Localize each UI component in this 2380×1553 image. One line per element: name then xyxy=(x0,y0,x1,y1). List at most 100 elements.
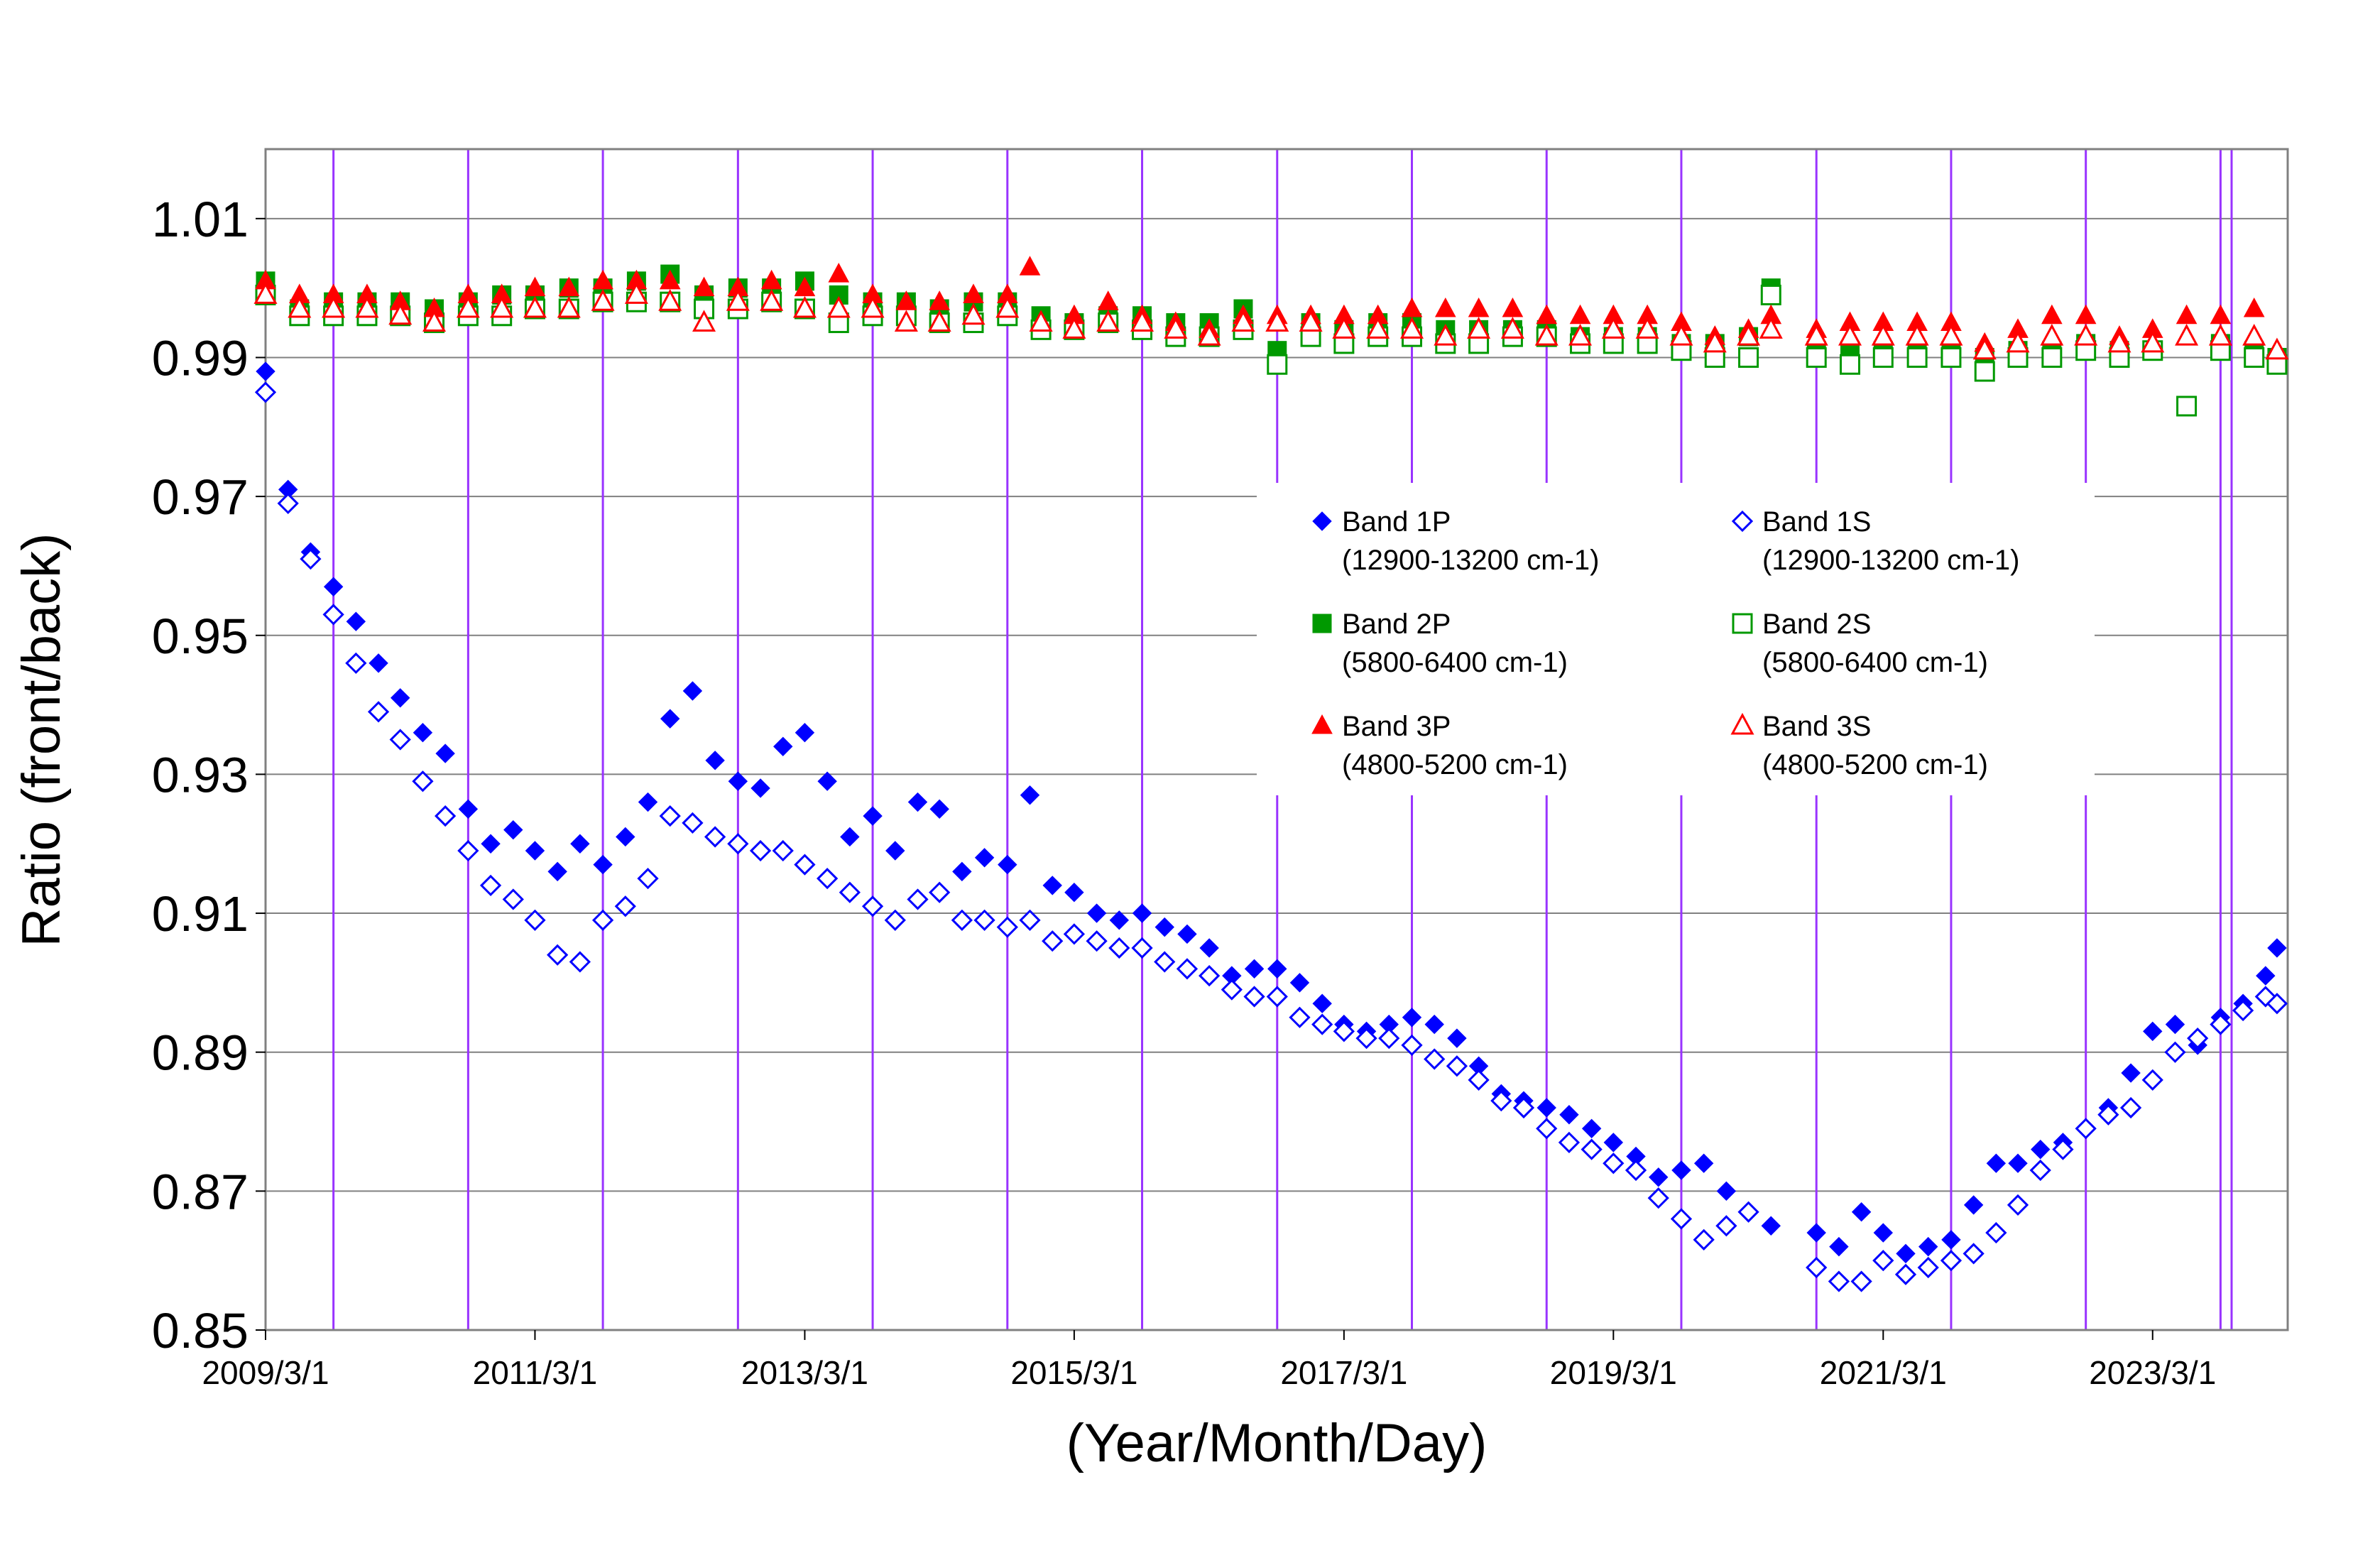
data-point xyxy=(1199,938,1219,958)
data-point xyxy=(1042,930,1064,952)
data-point xyxy=(974,848,995,868)
data-point xyxy=(1806,1223,1826,1243)
data-point xyxy=(2175,323,2199,346)
data-point xyxy=(2141,1069,2163,1091)
data-point xyxy=(1132,903,1152,923)
data-point xyxy=(2208,323,2232,346)
data-point xyxy=(828,263,850,283)
legend-label: Band 3P xyxy=(1342,711,1451,742)
series-band-3s xyxy=(253,282,2289,360)
data-point xyxy=(2097,1104,2119,1126)
data-point xyxy=(1850,1270,1872,1292)
x-axis-title: (Year/Month/Day) xyxy=(1066,1413,1488,1473)
data-point xyxy=(300,548,322,570)
data-point xyxy=(2267,938,2287,958)
data-point xyxy=(1131,937,1153,959)
x-tick-label-2: 2013/3/1 xyxy=(741,1354,868,1391)
y-tick-label-1: 0.87 xyxy=(152,1164,249,1219)
data-point xyxy=(2074,323,2098,346)
data-point xyxy=(413,723,433,743)
data-series xyxy=(253,256,2289,1292)
data-point xyxy=(1905,323,1929,346)
data-point xyxy=(817,868,839,890)
data-point xyxy=(1716,1181,1737,1201)
legend: Band 1P (12900-13200 cm-1) Band 1S (12900-1… xyxy=(1257,483,2095,795)
data-point xyxy=(1896,1243,1916,1264)
data-point xyxy=(1601,317,1625,339)
data-point xyxy=(1737,1201,1759,1223)
data-point xyxy=(1289,1006,1311,1028)
data-point xyxy=(2164,1041,2186,1063)
data-point xyxy=(2029,1159,2051,1182)
data-point xyxy=(591,289,615,311)
data-point xyxy=(1424,1048,1446,1070)
data-point xyxy=(1502,297,1524,317)
data-point xyxy=(1603,1153,1625,1175)
data-point xyxy=(1434,323,1458,346)
y-tick-label-3: 0.91 xyxy=(152,886,249,942)
x-tick-label-1: 2011/3/1 xyxy=(473,1354,598,1391)
data-point xyxy=(795,723,815,743)
data-point xyxy=(1894,1263,1917,1285)
data-point xyxy=(1468,297,1490,317)
data-point xyxy=(479,874,502,897)
data-point xyxy=(2187,1028,2209,1050)
data-point xyxy=(1804,323,1828,346)
data-point xyxy=(2244,347,2265,368)
data-point xyxy=(1399,317,1424,339)
data-point xyxy=(1267,354,1288,375)
data-point xyxy=(412,770,434,792)
data-point xyxy=(1536,304,1558,325)
data-point xyxy=(1828,1270,1850,1292)
data-point xyxy=(1265,310,1289,332)
data-point xyxy=(1177,924,1197,944)
data-point xyxy=(658,289,682,311)
data-point xyxy=(1906,347,1928,368)
data-point xyxy=(624,282,648,304)
data-point xyxy=(1231,310,1255,332)
data-point xyxy=(705,751,725,770)
data-point xyxy=(1693,1153,1714,1173)
data-point xyxy=(422,310,447,332)
data-point xyxy=(792,295,817,318)
data-point xyxy=(760,269,782,290)
legend-marker-band-2s xyxy=(1732,613,1753,634)
data-point xyxy=(861,895,884,917)
data-point xyxy=(254,381,277,403)
data-point xyxy=(863,806,883,826)
data-point xyxy=(1670,1208,1693,1230)
data-point xyxy=(1918,1236,1938,1257)
data-point xyxy=(1581,1118,1602,1139)
data-point xyxy=(1467,317,1491,339)
y-tick-label-6: 0.97 xyxy=(152,469,249,525)
data-point xyxy=(1559,1105,1579,1125)
data-point xyxy=(952,861,972,882)
data-point xyxy=(1649,1167,1669,1187)
data-point xyxy=(2121,1063,2141,1083)
data-point xyxy=(1715,1215,1737,1237)
plot-area-frame xyxy=(264,148,2289,1331)
data-point xyxy=(1490,1090,1512,1112)
data-point xyxy=(961,303,986,325)
legend-label: Band 3S xyxy=(1762,711,1871,742)
legend-marker-band-1p xyxy=(1312,511,1332,531)
data-point xyxy=(502,888,524,910)
data-point xyxy=(1020,785,1040,805)
data-point xyxy=(523,295,547,318)
legend-marker-band-2p xyxy=(1312,614,1332,633)
data-point xyxy=(2041,347,2063,368)
data-point xyxy=(692,310,716,332)
y-tick-label-2: 0.89 xyxy=(152,1025,249,1081)
data-point xyxy=(894,310,918,332)
data-point xyxy=(907,888,929,910)
data-point xyxy=(524,276,546,297)
data-point xyxy=(750,778,770,798)
data-point xyxy=(1424,1014,1444,1035)
data-point xyxy=(1917,1256,1939,1279)
data-point xyxy=(998,854,1017,875)
data-point xyxy=(253,282,278,304)
data-point xyxy=(1019,909,1041,931)
data-point xyxy=(1737,323,1761,346)
data-point xyxy=(794,854,816,876)
data-point xyxy=(1871,323,1895,346)
